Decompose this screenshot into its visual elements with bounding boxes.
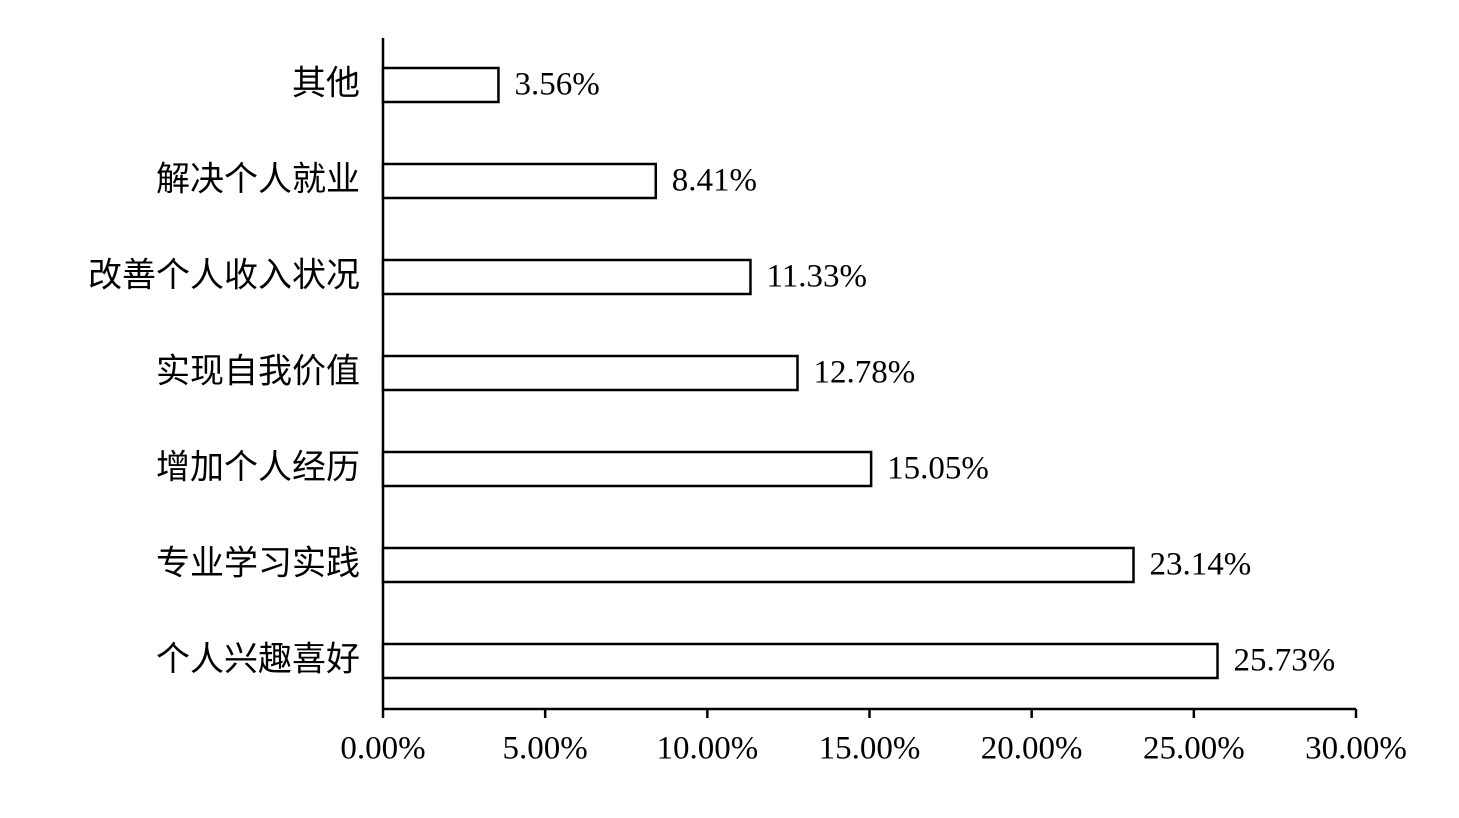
value-label: 3.56% (514, 67, 599, 103)
bar (381, 642, 1219, 680)
value-label: 8.41% (672, 163, 757, 199)
x-tick-label: 5.00% (503, 731, 588, 767)
value-label: 15.05% (887, 451, 989, 487)
y-tick-label: 专业学习实践 (156, 544, 360, 584)
x-tick-label: 30.00% (1305, 731, 1407, 767)
y-tick-label: 改善个人收入状况 (88, 256, 360, 296)
x-tick-label: 15.00% (819, 731, 921, 767)
y-tick-label: 实现自我价值 (156, 352, 360, 392)
x-tick-label: 0.00% (340, 731, 425, 767)
bar (381, 258, 752, 296)
y-tick-label: 其他 (292, 64, 360, 104)
y-tick-label: 个人兴趣喜好 (156, 640, 360, 680)
x-tick-label: 10.00% (656, 731, 758, 767)
y-tick-label: 增加个人经历 (156, 448, 360, 488)
value-label: 11.33% (766, 259, 867, 295)
x-tick-label: 20.00% (981, 731, 1083, 767)
bar (381, 354, 799, 392)
value-label: 23.14% (1150, 547, 1252, 583)
value-label: 12.78% (813, 355, 915, 391)
bar (381, 450, 873, 488)
bar (381, 546, 1135, 584)
bar (381, 162, 658, 200)
bar (381, 66, 500, 104)
x-tick-label: 25.00% (1143, 731, 1245, 767)
value-label: 25.73% (1234, 643, 1336, 679)
y-tick-label: 解决个人就业 (156, 160, 360, 200)
